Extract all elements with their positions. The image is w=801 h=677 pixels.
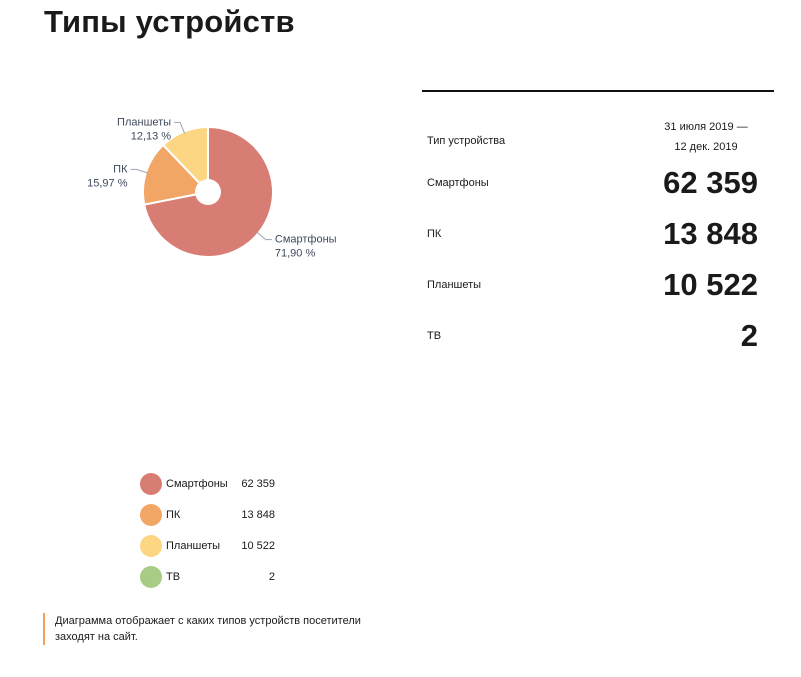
table-row-label-tablets: Планшеты [427, 279, 482, 291]
legend-value: 2 [268, 571, 275, 583]
table-row-value-tablets: 10 522 [663, 267, 758, 302]
legend-value: 10 522 [241, 540, 275, 552]
legend-dot-icon [140, 566, 162, 588]
pie-label-percent: 12,13 % [131, 130, 172, 142]
legend-dot-icon [140, 535, 162, 557]
period-header: 31 июля 2019 — 12 дек. 2019 [640, 117, 772, 157]
pie-label-percent: 15,97 % [87, 177, 128, 189]
chart-legend: Смартфоны 62 359 ПК 13 848 Планшеты 10 5… [140, 472, 280, 596]
table-row-value-pc: 13 848 [663, 216, 758, 251]
period-line-2: 12 дек. 2019 [674, 141, 738, 153]
legend-label: Планшеты [166, 540, 221, 552]
legend-label: ТВ [166, 571, 181, 583]
table-row-value-tv: 2 [740, 318, 758, 353]
legend-label: ПК [166, 509, 181, 521]
pie-label-name: ПК [113, 163, 128, 175]
pie-label-name: Планшеты [117, 116, 171, 128]
period-line-1: 31 июля 2019 — [664, 121, 748, 133]
pie-leader-line [174, 121, 186, 134]
table-row-label-tv: ТВ [427, 330, 442, 342]
chart-description-note: Диаграмма отображает с каких типов устро… [43, 613, 400, 645]
table-row-value-smartphones: 62 359 [663, 165, 758, 200]
page-title: Типы устройств [44, 4, 295, 39]
legend-item-tablets[interactable]: Планшеты 10 522 [140, 534, 280, 565]
legend-item-tv[interactable]: ТВ 2 [140, 565, 280, 596]
legend-item-smartphones[interactable]: Смартфоны 62 359 [140, 472, 280, 503]
legend-label: Смартфоны [166, 478, 228, 490]
device-pie-chart: Смартфоны 71,90 % ПК 15,97 % Планшеты 12,13 % [87, 116, 337, 260]
legend-dot-icon [140, 504, 162, 526]
legend-item-pc[interactable]: ПК 13 848 [140, 503, 280, 534]
pie-leader-line [130, 168, 149, 174]
pie-label-percent: 71,90 % [275, 248, 316, 260]
pie-center-hole [195, 179, 221, 205]
legend-value: 13 848 [241, 509, 275, 521]
column-header-device-type: Тип устройства [427, 135, 506, 147]
legend-dot-icon [140, 473, 162, 495]
table-row-label-smartphones: Смартфоны [427, 177, 489, 189]
pie-leader-line [256, 231, 272, 241]
table-row-label-pc: ПК [427, 228, 442, 240]
table-top-rule [422, 90, 774, 92]
pie-label-name: Смартфоны [275, 234, 337, 246]
legend-value: 62 359 [241, 478, 275, 490]
